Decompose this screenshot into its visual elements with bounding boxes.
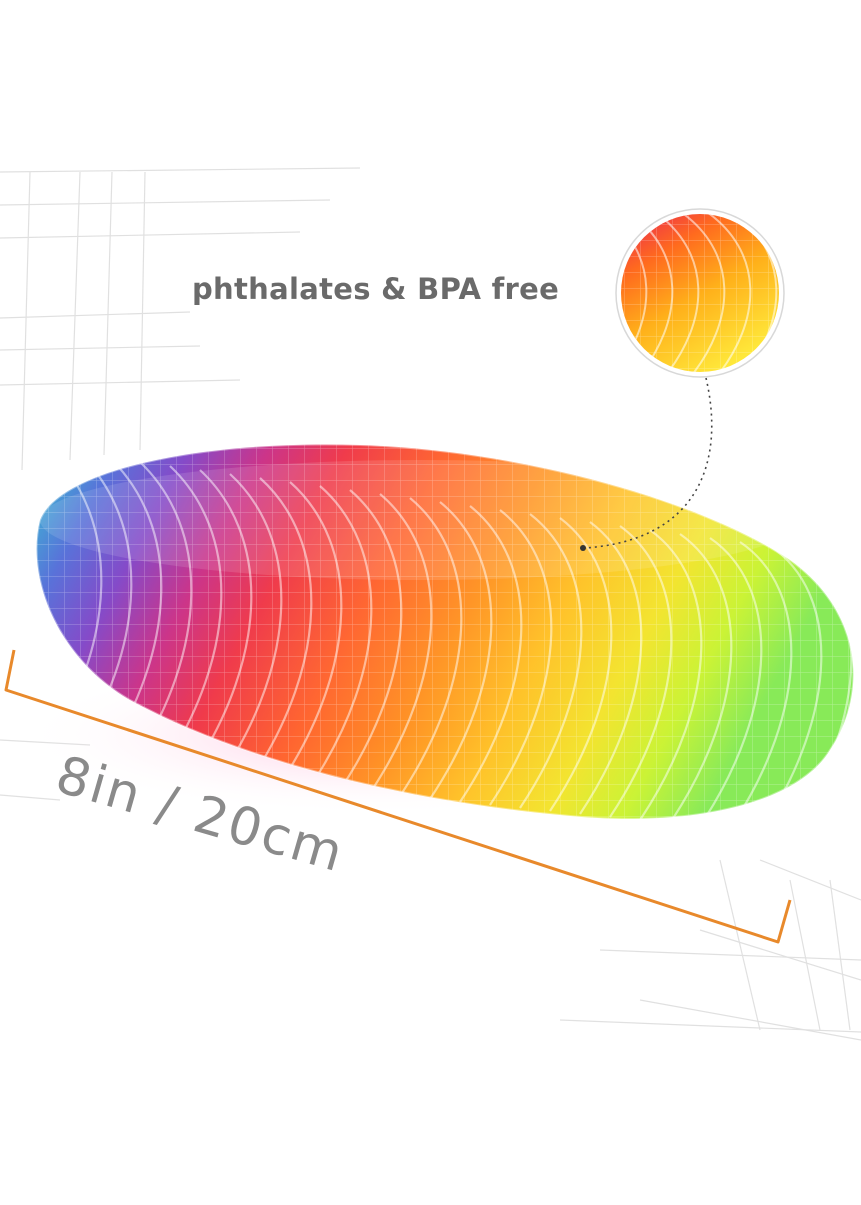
segment-edge	[159, 465, 223, 773]
segment-edge	[639, 529, 703, 819]
segment-edge	[339, 489, 403, 791]
background-grid	[0, 167, 861, 1041]
zoom-segment-edge	[782, 210, 828, 380]
segment-edge	[429, 501, 493, 800]
segment-edge	[579, 521, 643, 815]
zoom-detail-circle	[615, 208, 828, 380]
callout-leader-line	[584, 377, 713, 549]
segment-edge	[489, 509, 553, 806]
segment-edge	[519, 513, 583, 809]
segment-edge	[699, 537, 763, 819]
segment-edge	[279, 481, 343, 785]
segment-edge	[369, 493, 433, 794]
segment-edge	[609, 525, 673, 818]
segment-edge	[189, 469, 253, 776]
segment-edge	[309, 485, 373, 788]
callout-anchor-dot	[580, 545, 586, 551]
segment-edge	[249, 477, 313, 782]
segment-edge	[549, 517, 613, 812]
segment-edge	[399, 497, 463, 797]
segment-edge	[219, 473, 283, 779]
phthalates-bpa-free-caption: phthalates & BPA free	[192, 272, 560, 306]
segment-edge	[759, 545, 823, 819]
segment-edge	[669, 533, 733, 819]
segment-edge	[729, 541, 793, 819]
segment-edge	[459, 505, 523, 803]
measurement-bracket	[4, 649, 792, 944]
